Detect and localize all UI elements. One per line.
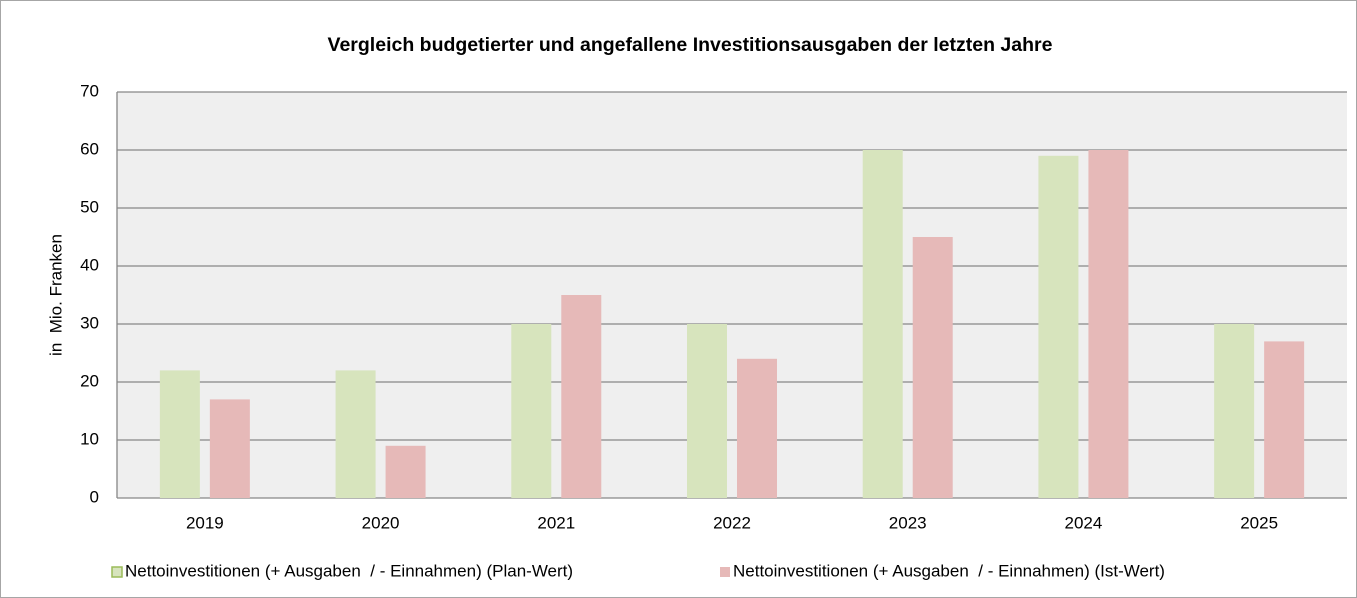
bar [862,150,903,498]
y-tick-label: 0 [90,487,99,506]
y-axis-label: in Mio. Franken [46,234,65,356]
y-tick-label: 50 [80,197,99,216]
bar [511,324,552,498]
y-tick-label: 60 [80,139,99,158]
bar [687,324,727,498]
plot-area [117,92,1347,498]
x-tick-label: 2021 [537,513,575,532]
bar [209,399,250,498]
bar [912,237,953,498]
bar [737,358,777,498]
legend-swatch [720,567,730,577]
bar [1264,341,1305,498]
x-tick-label: 2020 [362,513,400,532]
y-tick-label: 40 [80,255,99,274]
x-tick-label: 2023 [889,513,927,532]
y-tick-label: 70 [80,81,99,100]
bar [1038,155,1079,499]
bar [335,370,376,498]
y-tick-label: 20 [80,371,99,390]
legend-label: Nettoinvestitionen (+ Ausgaben / - Einna… [125,561,573,580]
bar [159,370,200,498]
x-tick-label: 2024 [1065,513,1103,532]
x-tick-label: 2019 [186,513,224,532]
legend-label: Nettoinvestitionen (+ Ausgaben / - Einna… [733,561,1165,580]
bar [385,445,426,498]
y-tick-label: 30 [80,313,99,332]
x-tick-label: 2022 [713,513,751,532]
y-tick-label: 10 [80,429,99,448]
bar [1088,150,1129,498]
bar [1214,324,1255,498]
bar [561,295,602,498]
legend-swatch [111,566,123,578]
x-tick-label: 2025 [1240,513,1278,532]
chart-title: Vergleich budgetierter und angefallene I… [328,34,1053,56]
